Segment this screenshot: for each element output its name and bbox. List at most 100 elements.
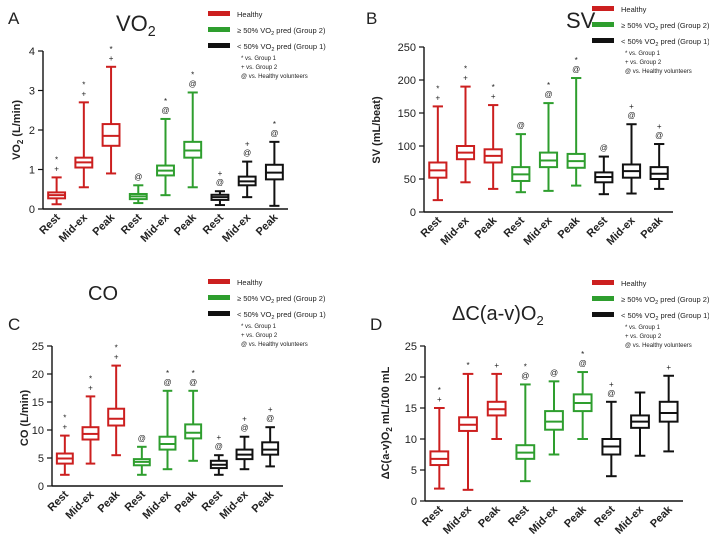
box-iqr (107, 407, 126, 427)
box-mid-ex-group1: +@Mid-ex (220, 140, 257, 245)
box-iqr (544, 410, 564, 431)
note-text: + vs. Group 2 (241, 65, 278, 71)
legend-label: < 50% VO2 pred (Group 1) (621, 37, 709, 48)
box-peak-group2: *@ Peak (172, 70, 203, 238)
note-text: * vs. Group 1 (625, 325, 661, 331)
box-rest-group2: @Rest (123, 434, 151, 514)
category-label: Peak (473, 214, 500, 241)
category-label: Mid-ex (521, 214, 555, 248)
sig-marker: + (81, 89, 86, 98)
category-label: Peak (91, 211, 118, 238)
sig-marker: @ (600, 144, 608, 153)
legend: Healthy ≥ 50% VO2 pred (Group 2) < 50% VO2… (592, 5, 709, 75)
category-label: Peak (639, 214, 666, 241)
box-peak-group2: *@ Peak (562, 350, 593, 530)
category-label: Mid-ex (138, 211, 172, 245)
note-text: + vs. Group 2 (241, 333, 278, 339)
sig-marker: * (63, 414, 66, 423)
category-label: Peak (562, 503, 589, 530)
chart-title: SV (566, 8, 596, 33)
sig-marker: + (114, 353, 119, 362)
box-rest-healthy: *+Rest (419, 84, 448, 240)
category-label: Rest (420, 503, 446, 529)
box-mid-ex-group2: *@ Mid-ex (521, 81, 559, 248)
box-rest-group2: @Rest (119, 172, 148, 237)
sig-marker: * (164, 97, 167, 106)
legend-swatch (208, 43, 230, 48)
legend-label: Healthy (621, 5, 647, 14)
legend-label: ≥ 50% VO2 pred (Group 2) (621, 295, 709, 306)
y-tick-label: 15 (32, 397, 44, 409)
category-label: Peak (250, 488, 277, 515)
sig-marker: @ (215, 442, 223, 451)
note-text: * vs. Group 1 (241, 56, 277, 62)
sig-marker: + (463, 74, 468, 83)
box-peak-healthy: + Peak (476, 361, 507, 530)
chart-title: ΔC(a-v)O2 (452, 303, 544, 328)
y-tick-label: 0 (38, 481, 44, 493)
sig-marker: + (245, 140, 250, 149)
y-tick-label: 200 (398, 75, 416, 87)
y-axis-label: SV (mL/beat) (371, 96, 383, 164)
y-tick-label: 0 (29, 204, 35, 216)
category-label: Peak (648, 503, 675, 530)
panel-letter: D (370, 315, 382, 334)
box-peak-group1: +@ Peak (250, 405, 280, 515)
category-label: Peak (476, 503, 503, 530)
box-rest-group2: @Rest (502, 121, 531, 240)
sig-marker: + (437, 395, 442, 404)
box-rest-group1: +@Rest (201, 169, 230, 237)
y-tick-label: 3 (29, 86, 35, 98)
box-rest-group2: *@ Rest (506, 362, 536, 529)
legend-swatch (592, 22, 614, 27)
legend-label: ≥ 50% VO2 pred (Group 2) (621, 21, 709, 32)
legend: Healthy ≥ 50% VO2 pred (Group 2) < 50% VO2… (592, 279, 709, 349)
sig-marker: * (547, 81, 550, 90)
box-iqr (184, 423, 203, 440)
category-label: Mid-ex (57, 211, 91, 245)
note-text: * vs. Group 1 (241, 324, 277, 330)
box-rest-healthy: *+Rest (46, 414, 74, 514)
legend-swatch (208, 279, 230, 284)
sig-marker: + (268, 405, 273, 414)
sig-marker: + (109, 54, 114, 63)
note-text: @ vs. Healthy volunteers (241, 74, 308, 80)
sig-marker: @ (655, 131, 663, 140)
note-text: + vs. Group 2 (625, 60, 662, 66)
sig-marker: + (62, 423, 67, 432)
y-tick-label: 5 (411, 465, 417, 477)
category-label: Peak (556, 214, 583, 241)
y-tick-label: 10 (405, 434, 417, 446)
sig-marker: + (218, 169, 223, 178)
sig-marker: @ (579, 359, 587, 368)
y-axis-label: ΔC(a-v)O2 mL/100 mL (380, 366, 394, 479)
sig-marker: + (242, 415, 247, 424)
category-label: Mid-ex (441, 503, 475, 537)
y-tick-label: 20 (32, 369, 44, 381)
legend-swatch (592, 38, 614, 43)
box-peak-group1: *@ Peak (254, 120, 284, 238)
box-mid-ex-healthy: *+Mid-ex (63, 374, 100, 522)
y-tick-label: 150 (398, 108, 416, 120)
legend-swatch (592, 312, 614, 317)
panel-letter: A (8, 9, 20, 28)
legend-swatch (208, 11, 230, 16)
box-iqr (261, 441, 280, 456)
sig-marker: * (466, 361, 469, 370)
box-rest-group1: +@Rest (200, 433, 228, 514)
sig-marker: * (524, 362, 527, 371)
sig-marker: + (494, 361, 499, 370)
category-label: Rest (592, 503, 618, 529)
y-tick-label: 1 (29, 165, 35, 177)
y-tick-label: 250 (398, 42, 416, 54)
sig-marker: @ (270, 129, 278, 138)
y-tick-label: 10 (32, 425, 44, 437)
sig-marker: + (657, 122, 662, 131)
box-mid-ex-healthy: *+Mid-ex (438, 65, 476, 248)
category-label: Mid-ex (527, 503, 561, 537)
sig-marker: * (82, 80, 85, 89)
sig-marker: * (575, 56, 578, 65)
category-label: Rest (506, 503, 532, 529)
legend-swatch (208, 27, 230, 32)
